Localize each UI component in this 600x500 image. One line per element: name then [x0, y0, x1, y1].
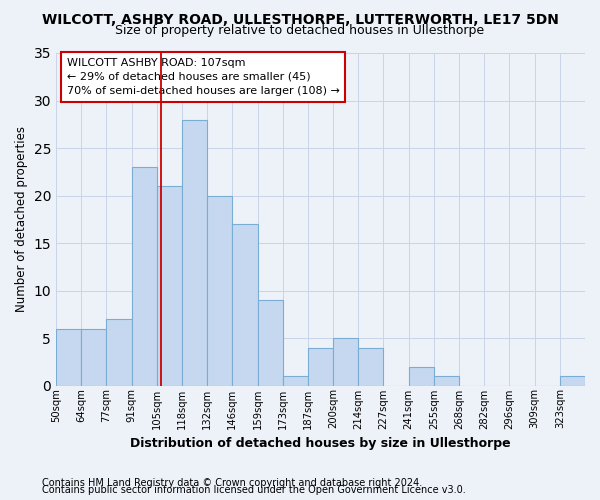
- Bar: [283, 376, 308, 386]
- Bar: [560, 376, 585, 386]
- Bar: [409, 366, 434, 386]
- Bar: [257, 300, 283, 386]
- Y-axis label: Number of detached properties: Number of detached properties: [15, 126, 28, 312]
- Bar: [182, 120, 207, 386]
- Text: Size of property relative to detached houses in Ullesthorpe: Size of property relative to detached ho…: [115, 24, 485, 37]
- X-axis label: Distribution of detached houses by size in Ullesthorpe: Distribution of detached houses by size …: [130, 437, 511, 450]
- Text: WILCOTT, ASHBY ROAD, ULLESTHORPE, LUTTERWORTH, LE17 5DN: WILCOTT, ASHBY ROAD, ULLESTHORPE, LUTTER…: [41, 12, 559, 26]
- Bar: [106, 319, 131, 386]
- Bar: [81, 328, 106, 386]
- Bar: [56, 328, 81, 386]
- Text: WILCOTT ASHBY ROAD: 107sqm
← 29% of detached houses are smaller (45)
70% of semi: WILCOTT ASHBY ROAD: 107sqm ← 29% of deta…: [67, 58, 340, 96]
- Bar: [358, 348, 383, 386]
- Bar: [131, 167, 157, 386]
- Bar: [232, 224, 257, 386]
- Bar: [308, 348, 333, 386]
- Bar: [207, 196, 232, 386]
- Bar: [333, 338, 358, 386]
- Text: Contains public sector information licensed under the Open Government Licence v3: Contains public sector information licen…: [42, 485, 466, 495]
- Bar: [434, 376, 459, 386]
- Bar: [157, 186, 182, 386]
- Text: Contains HM Land Registry data © Crown copyright and database right 2024.: Contains HM Land Registry data © Crown c…: [42, 478, 422, 488]
